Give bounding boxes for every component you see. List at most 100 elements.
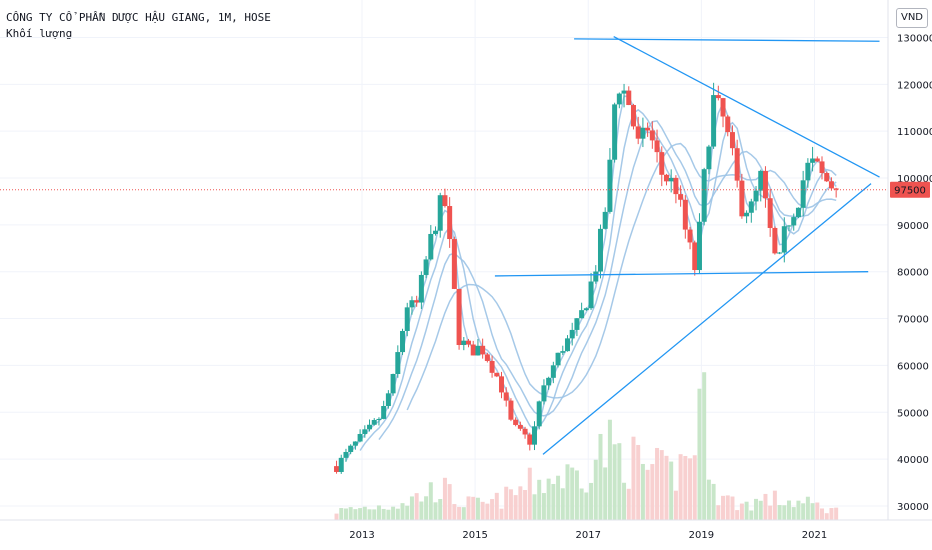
volume-bar xyxy=(589,482,594,520)
volume-bar xyxy=(622,482,627,520)
volume-bar xyxy=(494,492,499,520)
candle-body xyxy=(367,424,373,430)
volume-bar xyxy=(334,513,339,520)
trendline-1[interactable] xyxy=(574,38,880,42)
candle-body xyxy=(503,392,509,401)
volume-bar xyxy=(772,490,777,520)
y-tick-label: 90000 xyxy=(897,221,929,232)
moving-average-16 xyxy=(406,142,837,411)
candle-body xyxy=(484,354,490,361)
volume-bar xyxy=(777,505,782,520)
candle-body xyxy=(593,271,599,282)
volume-bar xyxy=(593,459,598,520)
candle-body xyxy=(734,148,740,181)
candle-body xyxy=(814,158,820,162)
y-tick-label: 30000 xyxy=(897,502,929,513)
candle-body xyxy=(810,158,816,163)
x-tick-label: 2021 xyxy=(802,530,827,541)
trendline-2[interactable] xyxy=(613,35,880,178)
candle-body xyxy=(706,146,712,170)
candle-body xyxy=(550,365,556,378)
volume-bar xyxy=(739,503,744,520)
candle-body xyxy=(772,227,778,254)
volume-bar xyxy=(598,433,603,520)
candle-body xyxy=(659,152,665,175)
symbol-title: CÔNG TY CỔ PHẦN DƯỢC HẬU GIANG, 1M, HOSE xyxy=(6,11,271,24)
candle-body xyxy=(343,451,349,458)
volume-bar xyxy=(829,508,834,520)
candle-body xyxy=(597,228,603,272)
candle-body xyxy=(588,281,594,309)
candle-body xyxy=(767,198,773,228)
y-tick-label: 100000 xyxy=(897,174,932,185)
volume-bar xyxy=(612,444,617,520)
volume-bar xyxy=(617,443,622,520)
volume-bar xyxy=(400,503,405,520)
candle-body xyxy=(555,352,561,366)
candle-body xyxy=(645,127,651,131)
candle-body xyxy=(739,180,745,217)
x-tick-label: 2019 xyxy=(689,530,714,541)
volume-bar xyxy=(570,467,575,520)
volume-bar xyxy=(787,500,792,520)
candle-body xyxy=(663,174,669,182)
volume-bar xyxy=(405,505,410,520)
candle-body xyxy=(428,233,434,260)
volume-bar xyxy=(810,503,815,520)
candle-body xyxy=(786,225,792,227)
y-tick-label: 50000 xyxy=(897,408,929,419)
y-tick-label: 80000 xyxy=(897,268,929,279)
volume-bar xyxy=(711,483,716,520)
candle-body xyxy=(334,466,340,472)
volume-bar xyxy=(419,501,424,520)
candle-body xyxy=(715,95,721,99)
volume-bar xyxy=(631,436,636,520)
volume-bar xyxy=(834,507,839,520)
candle-body xyxy=(791,217,797,226)
candle-body xyxy=(466,340,472,345)
candle-body xyxy=(414,300,420,303)
candle-body xyxy=(395,352,401,374)
volume-bar xyxy=(758,500,763,520)
candle-body xyxy=(828,181,834,189)
candle-body xyxy=(583,308,589,311)
candle-body xyxy=(531,426,537,445)
volume-bar xyxy=(480,501,485,520)
volume-bar xyxy=(730,496,735,520)
volume-bar xyxy=(532,494,537,520)
volume-bar xyxy=(725,495,730,520)
volume-bar xyxy=(650,464,655,520)
candle-body xyxy=(451,239,457,289)
candle-body xyxy=(649,130,655,141)
candle-body xyxy=(517,424,523,429)
candle-body xyxy=(376,418,382,421)
candle-body xyxy=(480,345,486,355)
candle-body xyxy=(630,105,636,127)
trendline-4[interactable] xyxy=(542,183,872,455)
currency-button[interactable]: VND xyxy=(896,8,928,28)
candle-body xyxy=(635,126,641,139)
candle-body xyxy=(701,169,707,222)
volume-bar xyxy=(358,508,363,520)
candle-body xyxy=(654,140,660,153)
volume-bar xyxy=(537,479,542,520)
x-tick-label: 2017 xyxy=(576,530,601,541)
candle-body xyxy=(489,360,495,373)
candle-body xyxy=(725,116,731,133)
volume-bar xyxy=(518,486,523,520)
volume-bar xyxy=(362,506,367,520)
volume-bar xyxy=(452,504,457,520)
volume-bar xyxy=(428,482,433,520)
candle-body xyxy=(626,90,632,106)
volume-bar xyxy=(471,496,476,520)
candle-body xyxy=(696,221,702,271)
candle-body xyxy=(673,177,679,195)
candle-body xyxy=(692,242,698,271)
volume-bar xyxy=(782,505,787,520)
candle-body xyxy=(564,338,570,352)
candle-body xyxy=(753,190,759,202)
trendline-3[interactable] xyxy=(494,271,869,277)
candle-body xyxy=(499,376,505,393)
candle-body xyxy=(470,344,476,356)
